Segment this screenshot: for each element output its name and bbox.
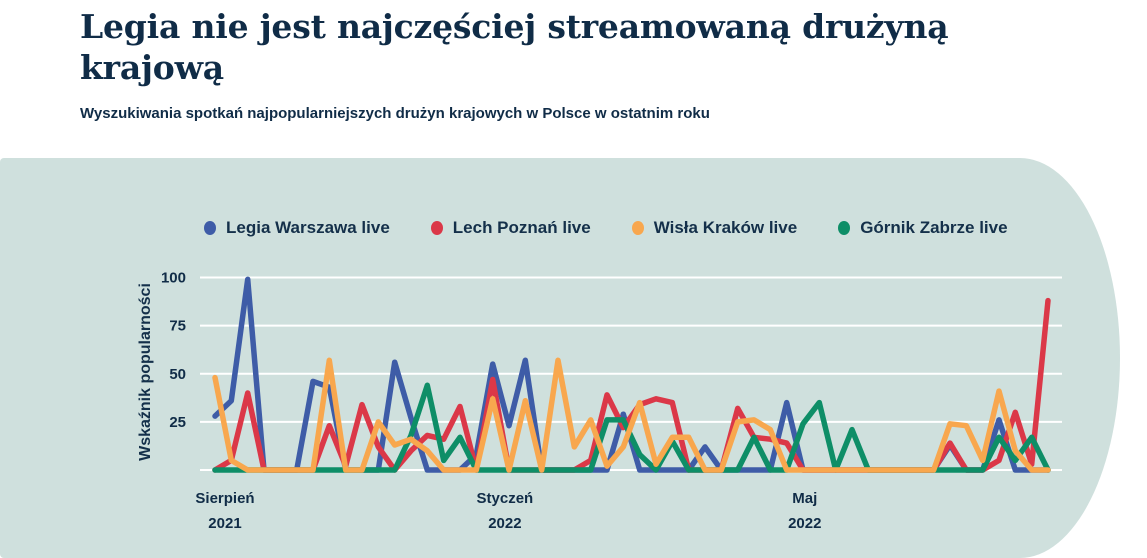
legend-dot-lech [430,221,443,235]
chart-panel [0,158,1120,558]
legend-label-gornik: Górnik Zabrze live [860,218,1008,237]
page-subtitle: Wyszukiwania spotkań najpopularniejszych… [80,104,710,122]
series-line-wis-a-krak-w-live [212,357,1051,473]
y-tick-label-50: 50 [169,366,186,383]
report-header: Legia nie jest najczęściej streamowaną d… [80,0,1020,122]
legend-item-legia: Legia Warszawa live [204,218,390,238]
x-axis-label-month-0: Sierpień [195,490,254,507]
legend-label-wisla: Wisła Kraków live [653,218,798,237]
chart-legend: Legia Warszawa live Lech Poznań live Wis… [204,218,1008,238]
x-axis-label-month-2: Maj [792,490,817,507]
legend-dot-gornik [838,221,851,235]
legend-item-gornik: Górnik Zabrze live [838,218,1008,238]
legend-dot-wisla [631,221,644,235]
legend-dot-legia [204,221,216,235]
legend-item-lech: Lech Poznań live [430,218,591,238]
x-axis-label-year-0: 2021 [208,515,241,532]
legend-label-lech: Lech Poznań live [452,218,591,237]
legend-item-wisla: Wisła Kraków live [631,218,798,238]
page-title: Legia nie jest najczęściej streamowaną d… [80,7,949,88]
x-axis-label-month-1: Styczeń [477,490,534,507]
y-tick-label-100: 100 [161,270,186,287]
y-tick-label-25: 25 [169,414,186,431]
legend-label-legia: Legia Warszawa live [226,218,390,237]
y-tick-label-75: 75 [169,318,186,335]
x-axis-label-year-2: 2022 [788,515,821,532]
x-axis-label-year-1: 2022 [488,515,521,532]
